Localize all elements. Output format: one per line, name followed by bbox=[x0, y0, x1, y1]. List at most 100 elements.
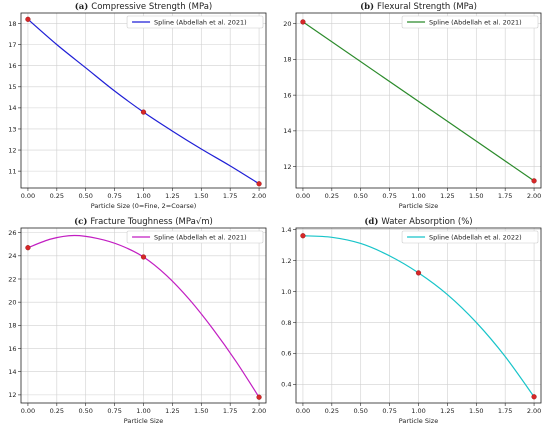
x-tick-label: 1.75 bbox=[498, 407, 512, 415]
x-tick-label: 1.50 bbox=[194, 407, 208, 415]
title-text: Fracture Toughness (MPa√m) bbox=[90, 217, 213, 227]
x-tick-label: 1.25 bbox=[440, 192, 454, 200]
y-tick-label: 26 bbox=[8, 229, 16, 237]
x-tick-label: 1.50 bbox=[469, 192, 483, 200]
x-tick-label: 1.50 bbox=[194, 192, 208, 200]
y-tick-label: 1.2 bbox=[281, 257, 291, 265]
x-tick-label: 1.75 bbox=[498, 192, 512, 200]
x-tick-label: 0.00 bbox=[21, 192, 35, 200]
y-tick-label: 18 bbox=[283, 56, 291, 64]
chart-title: (b) Flexural Strength (MPa) bbox=[360, 1, 477, 12]
data-point bbox=[257, 395, 262, 400]
y-tick-label: 20 bbox=[8, 298, 16, 306]
title-text: Compressive Strength (MPa) bbox=[91, 2, 212, 12]
data-point bbox=[301, 20, 306, 25]
x-tick-label: 2.00 bbox=[252, 407, 266, 415]
x-tick-label: 0.75 bbox=[107, 192, 121, 200]
y-tick-label: 20 bbox=[283, 20, 291, 28]
panel-tag: (c) bbox=[74, 216, 90, 227]
chart-title: (c) Fracture Toughness (MPa√m) bbox=[74, 216, 213, 227]
y-tick-label: 12 bbox=[283, 163, 291, 171]
title-text: Flexural Strength (MPa) bbox=[377, 2, 477, 12]
x-tick-label: 1.50 bbox=[469, 407, 483, 415]
x-tick-label: 1.25 bbox=[165, 407, 179, 415]
y-tick-label: 14 bbox=[283, 127, 291, 135]
x-tick-label: 0.75 bbox=[382, 192, 396, 200]
data-point bbox=[141, 255, 146, 260]
data-point bbox=[141, 110, 146, 115]
y-tick-label: 16 bbox=[283, 91, 291, 99]
x-tick-label: 1.00 bbox=[136, 407, 150, 415]
x-axis-label: Particle Size bbox=[399, 202, 438, 210]
chart-panel: 0.00 0.25 0.50 0.75 1.00 1.25 1.50 1.75 2.00 12 14… bbox=[283, 1, 541, 210]
x-tick-label: 0.25 bbox=[50, 407, 64, 415]
y-tick-label: 14 bbox=[8, 104, 16, 112]
y-tick-label: 12 bbox=[8, 146, 16, 154]
y-tick-label: 15 bbox=[8, 83, 16, 91]
y-tick-label: 24 bbox=[8, 252, 16, 260]
x-tick-label: 0.00 bbox=[296, 192, 310, 200]
title-text: Water Absorption (%) bbox=[381, 217, 472, 227]
x-tick-label: 1.00 bbox=[411, 192, 425, 200]
y-tick-label: 18 bbox=[8, 322, 16, 330]
y-tick-label: 22 bbox=[8, 275, 16, 283]
data-point bbox=[301, 233, 306, 238]
x-tick-label: 0.50 bbox=[353, 192, 367, 200]
chart-title: (a) Compressive Strength (MPa) bbox=[75, 1, 212, 12]
x-tick-label: 1.00 bbox=[136, 192, 150, 200]
x-tick-label: 1.25 bbox=[440, 407, 454, 415]
legend: Spline (Abdellah et al. 2021) bbox=[402, 16, 538, 28]
x-tick-label: 2.00 bbox=[527, 407, 541, 415]
chart-panel: 0.00 0.25 0.50 0.75 1.00 1.25 1.50 1.75 2.00 0.4 0… bbox=[281, 216, 541, 425]
y-tick-label: 0.4 bbox=[281, 381, 291, 389]
chart-title: (d) Water Absorption (%) bbox=[364, 216, 472, 227]
y-tick-label: 13 bbox=[8, 125, 16, 133]
panel-tag: (a) bbox=[75, 1, 92, 12]
data-point bbox=[26, 245, 31, 250]
chart-panel: 0.00 0.25 0.50 0.75 1.00 1.25 1.50 1.75 2.00 12 14… bbox=[8, 216, 266, 425]
panel-tag: (d) bbox=[364, 216, 381, 227]
x-tick-label: 0.50 bbox=[78, 407, 92, 415]
x-tick-label: 2.00 bbox=[527, 192, 541, 200]
x-axis-label: Particle Size bbox=[399, 417, 438, 425]
x-tick-label: 0.00 bbox=[296, 407, 310, 415]
legend: Spline (Abdellah et al. 2021) bbox=[127, 231, 263, 243]
chart-panel: 0.00 0.25 0.50 0.75 1.00 1.25 1.50 1.75 2.00 11 12… bbox=[8, 1, 266, 210]
y-tick-label: 16 bbox=[8, 345, 16, 353]
panel-tag: (b) bbox=[360, 1, 377, 12]
legend: Spline (Abdellah et al. 2021) bbox=[127, 16, 263, 28]
x-axis-label: Particle Size bbox=[124, 417, 163, 425]
x-tick-label: 1.75 bbox=[223, 192, 237, 200]
y-tick-label: 1.4 bbox=[281, 226, 291, 234]
y-tick-label: 0.8 bbox=[281, 319, 291, 327]
x-tick-label: 0.25 bbox=[325, 192, 339, 200]
y-tick-label: 17 bbox=[8, 41, 16, 49]
x-tick-label: 1.00 bbox=[411, 407, 425, 415]
legend: Spline (Abdellah et al. 2022) bbox=[402, 231, 538, 243]
legend-label: Spline (Abdellah et al. 2021) bbox=[154, 233, 247, 241]
data-point bbox=[416, 271, 421, 276]
legend-label: Spline (Abdellah et al. 2022) bbox=[429, 233, 522, 241]
y-tick-label: 12 bbox=[8, 391, 16, 399]
y-tick-label: 0.6 bbox=[281, 350, 291, 358]
data-point bbox=[532, 178, 537, 183]
y-tick-label: 18 bbox=[8, 20, 16, 28]
x-tick-label: 1.75 bbox=[223, 407, 237, 415]
x-tick-label: 0.50 bbox=[353, 407, 367, 415]
y-tick-label: 1.0 bbox=[281, 288, 291, 296]
legend-label: Spline (Abdellah et al. 2021) bbox=[154, 18, 247, 26]
x-tick-label: 0.75 bbox=[107, 407, 121, 415]
legend-label: Spline (Abdellah et al. 2021) bbox=[429, 18, 522, 26]
x-tick-label: 0.50 bbox=[78, 192, 92, 200]
y-tick-label: 14 bbox=[8, 368, 16, 376]
y-tick-label: 11 bbox=[8, 167, 16, 175]
x-tick-label: 0.75 bbox=[382, 407, 396, 415]
x-tick-label: 2.00 bbox=[252, 192, 266, 200]
x-tick-label: 0.25 bbox=[50, 192, 64, 200]
x-tick-label: 0.00 bbox=[21, 407, 35, 415]
x-tick-label: 0.25 bbox=[325, 407, 339, 415]
y-tick-label: 16 bbox=[8, 62, 16, 70]
data-point bbox=[26, 17, 31, 22]
x-axis-label: Particle Size (0=Fine, 2=Coarse) bbox=[91, 202, 197, 210]
